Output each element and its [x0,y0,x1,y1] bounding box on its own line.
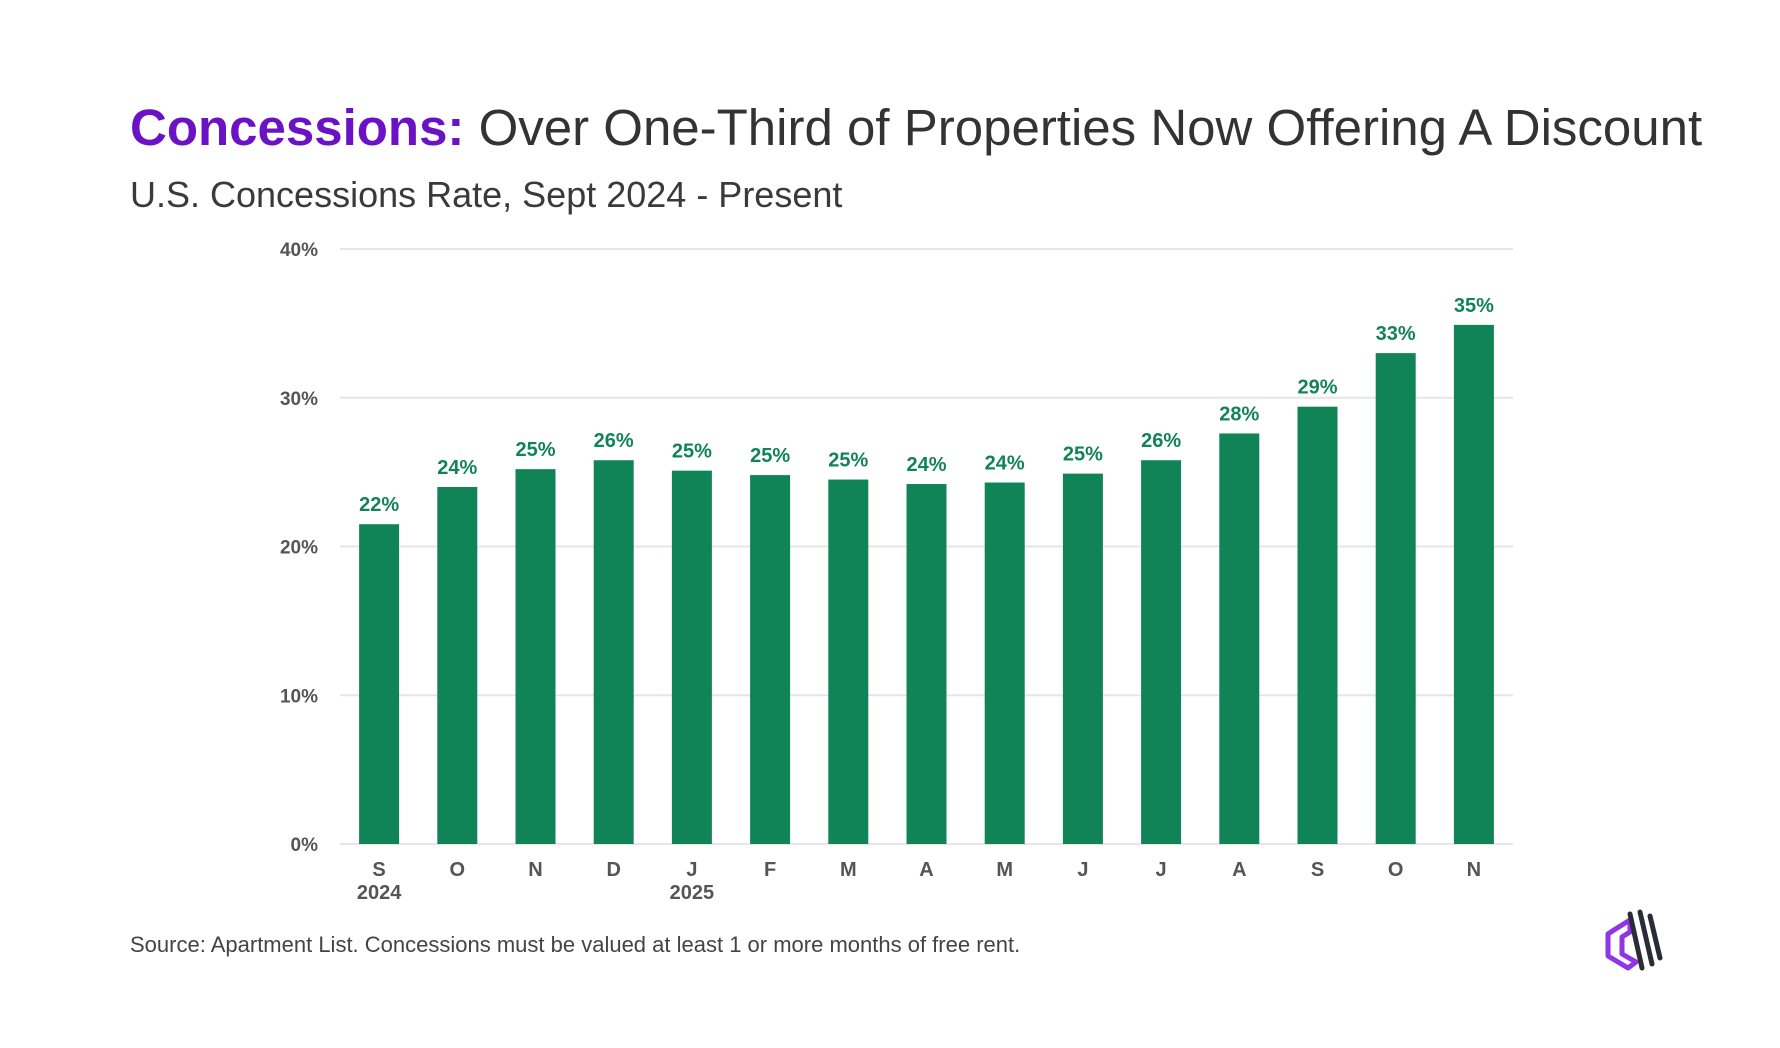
data-label: 25% [750,445,790,467]
data-label: 22% [359,494,399,516]
logo-accent-shape [1605,917,1639,971]
bar [984,482,1025,844]
bar [437,487,478,844]
logo-stripe-1 [1627,911,1645,971]
data-label: 25% [672,441,712,463]
data-label: 29% [1297,377,1337,399]
data-label: 25% [1063,444,1103,466]
y-tick-label: 30% [280,389,318,410]
data-label: 24% [906,454,946,476]
bar [1297,406,1338,844]
bar [593,460,634,844]
bar [359,524,400,844]
x-year-label: 2025 [670,882,715,904]
chart-subtitle: U.S. Concessions Rate, Sept 2024 - Prese… [130,174,843,215]
y-axis-tick-labels: 0% 10% 20% 30% 40% [280,240,318,856]
x-tick-label: J [1077,859,1088,881]
bar [671,470,712,844]
apartment-list-logo-icon [1605,909,1663,971]
y-tick-label: 40% [280,240,318,261]
bar [828,479,869,844]
bar [1375,353,1416,844]
x-tick-label: J [1156,859,1167,881]
x-tick-label: S [1311,859,1324,881]
data-labels: 22% 24% 25% 26% 25% 25% 25% 24% 24% 25% 26% 28% 29% 3… [359,295,1494,516]
bar [750,475,791,844]
y-tick-label: 10% [280,686,318,707]
logo-stripe-2 [1637,909,1655,967]
bar-chart: 0%10%20%30%40% 22%24%25% 26% 25% 25% 25% 24% 2… [280,240,1513,904]
x-tick-label: A [1232,859,1246,881]
data-label: 35% [1454,295,1494,317]
data-label: 33% [1376,323,1416,345]
x-tick-label: F [764,859,776,881]
bar [906,484,947,844]
chart-title: Concessions: Over One-Third of Propertie… [130,96,1702,160]
logo-stripe-3 [1647,913,1663,961]
source-note: Source: Apartment List. Concessions must… [130,932,1021,957]
data-label: 28% [1219,403,1259,425]
bar [1141,460,1182,844]
x-tick-label: D [606,859,620,881]
y-tick-label: 20% [280,538,318,559]
bar [1062,473,1103,844]
bar [1453,324,1494,844]
x-year-label: 2024 [357,882,402,904]
bars [359,324,1494,844]
x-tick-label: A [919,859,933,881]
data-label: 26% [1141,430,1181,452]
data-label: 24% [437,457,477,479]
chart-title-rest: Over One-Third of Properties Now Offerin… [464,99,1703,156]
x-tick-label: O [450,859,466,881]
chart-title-accent: Concessions: [130,99,465,156]
bar [515,469,556,844]
x-tick-label: J [686,859,697,881]
y-tick-label: 0% [291,835,319,856]
x-tick-label: O [1388,859,1404,881]
x-tick-label: M [840,859,857,881]
data-label: 24% [985,453,1025,475]
x-tick-label: N [1467,859,1481,881]
x-tick-label: N [528,859,542,881]
bar [1219,433,1260,844]
data-label: 25% [828,450,868,472]
data-label: 25% [515,439,555,461]
data-label: 26% [594,430,634,452]
x-tick-label: S [372,859,385,881]
x-tick-label: M [996,859,1013,881]
